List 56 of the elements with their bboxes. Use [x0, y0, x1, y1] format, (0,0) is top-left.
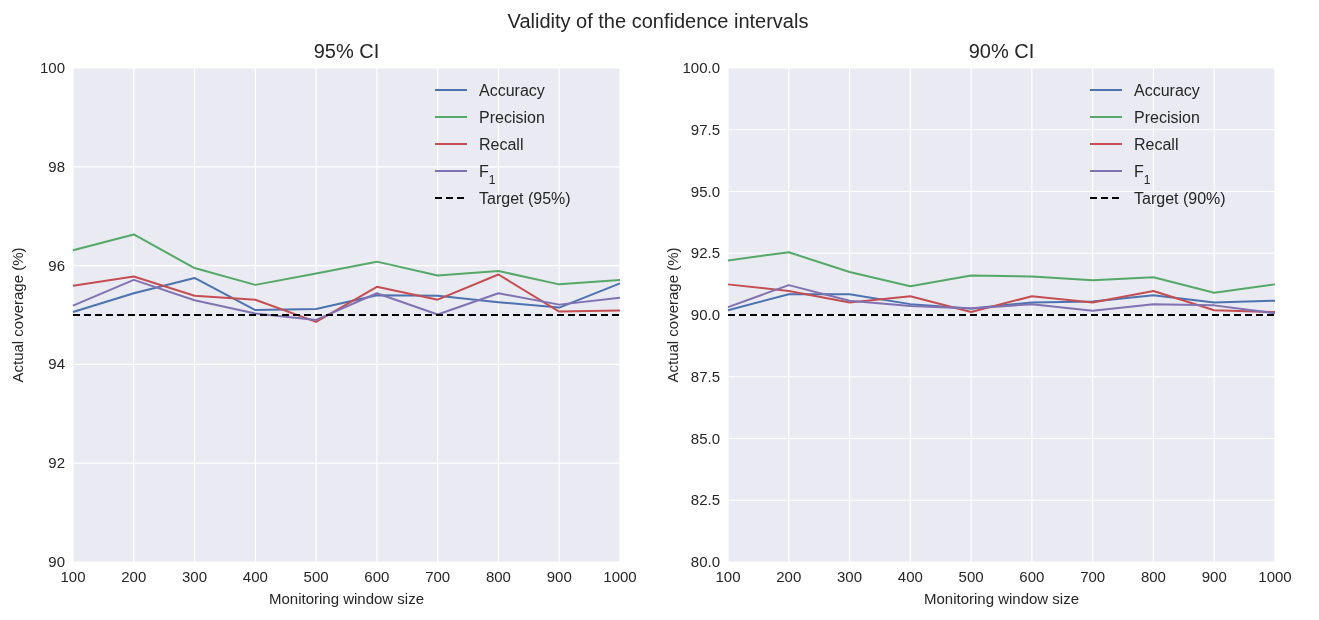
y-axis-title: Actual coverage (%)	[9, 247, 26, 383]
y-tick-label: 92.5	[690, 244, 720, 262]
x-tick-label: 900	[546, 568, 572, 585]
chart-title: 90% CI	[968, 40, 1035, 62]
x-tick-label: 600	[1019, 568, 1045, 585]
y-tick-label: 100.0	[682, 59, 720, 76]
legend-label: Target (90%)	[1134, 190, 1226, 207]
x-tick-label: 400	[897, 568, 923, 585]
legend-label: Target (95%)	[479, 190, 571, 207]
x-tick-label: 600	[364, 568, 390, 585]
line-series	[72, 233, 621, 286]
legend-label: Accuracy	[479, 82, 545, 99]
y-tick-label: 98	[48, 157, 65, 175]
y-tick-label: 96	[48, 256, 65, 274]
legend-label: Recall	[479, 136, 524, 153]
x-tick-label: 700	[1080, 568, 1106, 585]
y-tick-label: 94	[48, 355, 65, 373]
x-tick-label: 300	[182, 568, 208, 585]
x-tick-label: 500	[958, 568, 984, 585]
x-tick-label: 100	[60, 568, 86, 585]
y-tick-label: 100	[39, 59, 65, 76]
x-axis-title: Monitoring window size	[923, 590, 1080, 607]
x-tick-label: 300	[837, 568, 863, 585]
x-tick-label: 500	[303, 568, 329, 585]
text: Validity of the confidence intervals	[507, 10, 809, 32]
x-tick-label: 100	[715, 568, 741, 585]
x-tick-label: 1000	[1258, 568, 1292, 585]
chart-title: 95% CI	[313, 40, 380, 62]
x-tick-label: 800	[485, 568, 511, 585]
y-tick-label: 87.5	[690, 367, 720, 385]
x-tick-label: 200	[121, 568, 147, 585]
y-tick-label: 90.0	[690, 306, 720, 323]
x-tick-label: 800	[1140, 568, 1166, 585]
y-tick-label: 97.5	[690, 120, 720, 138]
x-tick-label: 1000	[603, 568, 637, 585]
y-tick-label: 80.0	[690, 553, 720, 570]
x-tick-label: 900	[1201, 568, 1227, 585]
y-tick-label: 95.0	[690, 182, 720, 200]
legend-label: F$_{1}$	[1134, 163, 1151, 187]
line-series	[72, 276, 621, 314]
y-tick-label: 90	[48, 553, 65, 570]
line-series	[727, 293, 1276, 312]
line-series	[727, 251, 1276, 294]
y-tick-label: 92	[48, 454, 65, 472]
y-tick-label: 82.5	[690, 491, 720, 509]
x-axis-title: Monitoring window size	[268, 590, 425, 607]
legend-label: Precision	[1134, 109, 1200, 126]
x-tick-label: 200	[776, 568, 802, 585]
legend-label: F$_{1}$	[479, 163, 496, 187]
legend-label: Accuracy	[1134, 82, 1200, 99]
legend-label: Recall	[1134, 136, 1179, 153]
x-tick-label: 700	[425, 568, 451, 585]
x-tick-label: 400	[242, 568, 268, 585]
y-axis-title: Actual coverage (%)	[664, 247, 681, 383]
y-tick-label: 85.0	[690, 429, 720, 447]
legend-label: Precision	[479, 109, 545, 126]
